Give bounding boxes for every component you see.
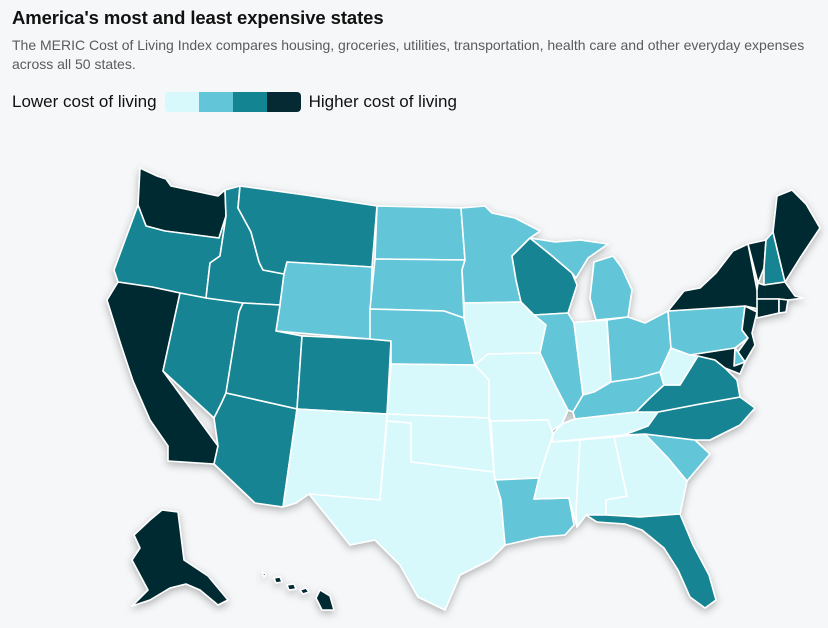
legend: Lower cost of living Higher cost of livi… — [12, 91, 457, 113]
state-florida[interactable] — [585, 513, 717, 609]
state-hawaii[interactable] — [261, 571, 335, 611]
state-pennsylvania[interactable] — [667, 305, 749, 356]
state-wyoming[interactable] — [275, 261, 373, 340]
state-kansas[interactable] — [386, 363, 490, 419]
legend-swatch-tier-4 — [266, 92, 301, 112]
state-new-mexico[interactable] — [282, 408, 388, 508]
header: America's most and least expensive state… — [12, 6, 814, 74]
legend-high-label: Higher cost of living — [308, 92, 457, 111]
page-title: America's most and least expensive state… — [12, 7, 384, 28]
state-colorado[interactable] — [296, 335, 392, 415]
state-arizona[interactable] — [213, 392, 298, 508]
page-subtitle: The MERIC Cost of Living Index compares … — [12, 37, 805, 72]
legend-swatch-tier-3 — [232, 92, 267, 112]
us-map-svg — [106, 167, 821, 611]
state-maryland[interactable] — [689, 347, 746, 375]
state-montana[interactable] — [237, 185, 378, 275]
legend-low-label: Lower cost of living — [12, 92, 157, 111]
legend-swatch-tier-2 — [198, 92, 233, 112]
states-layer — [106, 167, 821, 611]
state-rhode-island[interactable] — [778, 298, 789, 314]
legend-swatch-tier-1 — [164, 92, 199, 112]
state-new-jersey[interactable] — [737, 305, 758, 363]
state-alaska[interactable] — [131, 509, 229, 607]
us-map — [0, 140, 828, 628]
state-maine[interactable] — [772, 189, 821, 283]
state-texas[interactable] — [308, 420, 506, 611]
state-illinois[interactable] — [533, 312, 584, 413]
state-massachusetts[interactable] — [756, 281, 804, 301]
state-missouri[interactable] — [474, 352, 569, 432]
state-michigan[interactable] — [529, 237, 633, 321]
legend-swatches — [164, 92, 301, 112]
state-connecticut[interactable] — [756, 298, 780, 319]
state-north-dakota[interactable] — [374, 205, 466, 261]
